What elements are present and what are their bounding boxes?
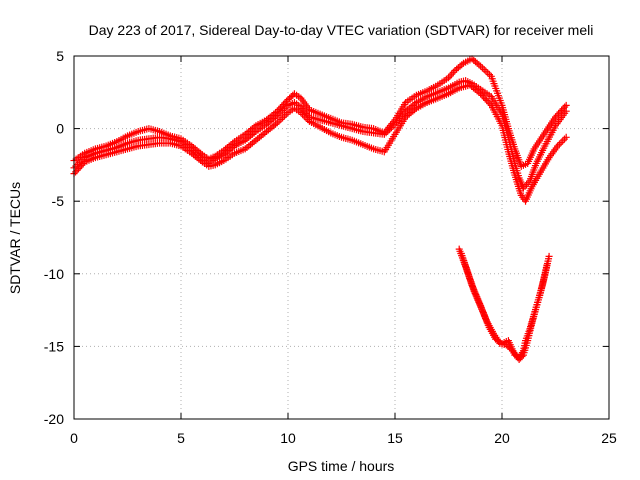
data-point [555,140,563,148]
data-point [477,90,485,98]
data-point [446,72,454,80]
grid-lines [74,56,609,419]
data-point [273,107,281,115]
plot-frame [73,55,610,420]
data-point [282,97,290,105]
data-point [458,61,466,69]
data-point [560,135,568,143]
data-point [559,105,567,113]
data-point [75,165,83,173]
data-point [562,133,570,141]
data-point [73,166,81,174]
data-point [475,61,483,69]
y-axis-label: SDTVAR / TECUs [7,182,23,294]
data-point [480,93,488,101]
data-point [483,96,491,104]
data-point [478,91,486,99]
data-point [79,160,87,168]
y-tick-label: -20 [44,411,64,427]
x-tick-label: 25 [601,430,617,446]
y-tick-label: -15 [44,338,64,354]
data-point [484,69,492,77]
data-point [559,137,567,145]
data-point [448,70,456,78]
data-point [278,102,286,110]
data-point [552,113,559,121]
data-point [558,106,566,114]
series-upper-band-main [70,77,570,192]
series-upper-band-low [70,81,570,205]
x-tick-label: 20 [494,430,510,446]
data-point [562,101,570,109]
data-point [279,101,287,109]
data-point [557,139,565,147]
data-point [481,95,489,103]
x-tick-label: 15 [387,430,403,446]
plot-area [70,55,570,363]
x-tick-label: 10 [280,430,296,446]
x-tick-label: 5 [177,430,185,446]
data-point [72,168,80,176]
series-lower-band-2 [457,249,551,362]
data-point [545,252,553,260]
data-point [555,110,563,118]
y-tick-label: -5 [52,193,65,209]
data-point [480,66,488,74]
data-point [78,161,86,169]
data-point [561,103,569,111]
data-point [486,100,494,108]
data-point [482,67,490,75]
data-point [478,64,486,72]
data-point [275,106,283,114]
data-point [449,68,457,76]
data-point [276,104,284,112]
axis-ticks: 0 5 10 15 20 25 -20 -15 -10 -5 0 5 [44,48,617,446]
data-point [281,99,289,107]
data-point [543,261,551,269]
x-axis-label: GPS time / hours [288,458,395,474]
x-tick-label: 0 [70,430,78,446]
data-point [484,98,492,106]
y-tick-label: -10 [44,266,64,282]
y-tick-label: 0 [56,121,64,137]
y-tick-label: 5 [56,48,64,64]
series-upper-band-high [70,55,570,170]
chart-title: Day 223 of 2017, Sidereal Day-to-day VTE… [89,22,594,38]
data-point [76,163,84,171]
data-point [556,108,564,116]
data-point [553,111,561,119]
